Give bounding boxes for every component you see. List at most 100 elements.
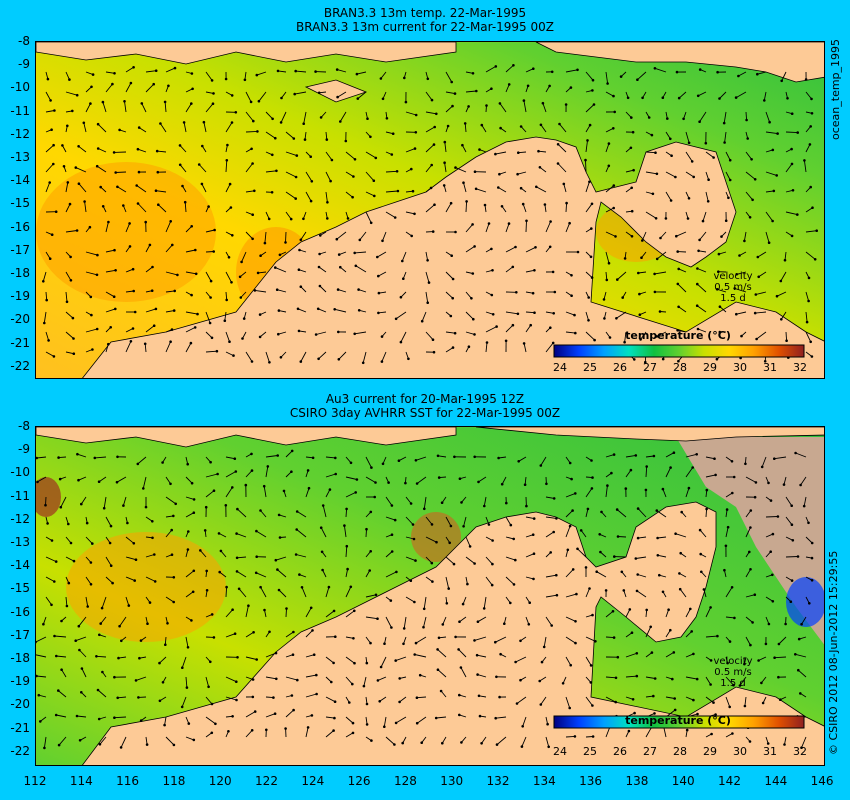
current-arrow-head (672, 451, 676, 454)
current-arrow (285, 131, 295, 139)
current-arrow-head (430, 163, 434, 167)
current-arrow-head (212, 250, 215, 253)
current-arrow (181, 696, 187, 708)
current-arrow (785, 131, 798, 134)
current-arrow-head (263, 241, 267, 245)
current-arrow-head (349, 461, 353, 465)
colorbar-title: temperature (°C) (625, 714, 731, 727)
current-arrow-head (630, 116, 633, 119)
current-arrow-head (259, 509, 262, 512)
current-arrow-head (473, 455, 477, 459)
current-arrow-head (225, 159, 229, 162)
current-arrow-head (796, 555, 800, 558)
current-arrow-head (258, 313, 262, 316)
current-arrow-head (252, 631, 255, 634)
current-arrow (338, 351, 347, 360)
current-arrow (254, 289, 267, 293)
current-arrow-head (369, 510, 373, 514)
current-arrow-head (199, 549, 202, 552)
current-arrow-head (185, 686, 189, 689)
current-arrow (745, 510, 752, 518)
colorbar (553, 344, 805, 358)
current-arrow-head (666, 117, 669, 120)
current-arrow (65, 271, 72, 281)
current-arrow (305, 674, 317, 678)
current-arrow-head (697, 249, 700, 253)
current-arrow (705, 191, 709, 202)
current-arrow-head (225, 585, 228, 589)
current-arrow-head (497, 456, 500, 460)
current-arrow (800, 476, 807, 486)
current-arrow (325, 473, 336, 478)
current-arrow-head (172, 576, 176, 579)
current-arrow-head (52, 355, 56, 358)
current-arrow (300, 351, 307, 362)
current-arrow-head (259, 585, 262, 589)
current-arrow-head (67, 581, 71, 585)
current-arrow (405, 148, 416, 153)
current-arrow-head (390, 504, 394, 507)
current-arrow-head (699, 552, 702, 556)
current-arrow-head (113, 72, 116, 75)
current-arrow-head (377, 291, 381, 295)
current-arrow-head (272, 696, 275, 699)
current-arrow (645, 211, 657, 219)
current-arrow-head (550, 624, 553, 627)
current-arrow-head (649, 625, 652, 629)
current-arrow (803, 160, 807, 173)
current-arrow (739, 676, 747, 686)
current-arrow (185, 512, 195, 518)
current-arrow-head (755, 337, 758, 341)
current-arrow (78, 145, 87, 153)
current-arrow-head (48, 257, 52, 260)
current-arrow-head (309, 199, 313, 203)
current-arrow (185, 103, 192, 113)
current-arrow (705, 151, 714, 158)
current-arrow (343, 525, 347, 538)
current-arrow-head (186, 462, 189, 466)
current-arrow-head (292, 137, 296, 140)
current-arrow (465, 246, 475, 253)
current-arrow (795, 653, 807, 658)
current-arrow-head (443, 161, 446, 164)
x-tick: 128 (393, 774, 417, 788)
current-arrow (385, 571, 397, 578)
current-arrow-head (148, 601, 152, 604)
current-arrow-head (346, 217, 350, 220)
current-arrow (185, 311, 198, 315)
current-arrow-head (53, 634, 56, 638)
current-arrow-head (330, 680, 333, 684)
current-arrow-head (210, 79, 214, 82)
current-arrow (705, 508, 708, 518)
current-arrow-head (235, 556, 239, 560)
current-arrow (745, 527, 751, 538)
current-arrow-head (674, 175, 677, 179)
current-arrow-head (310, 180, 314, 183)
current-arrow-head (653, 677, 657, 680)
current-arrow-head (187, 530, 190, 533)
current-arrow-head (393, 518, 397, 522)
current-arrow-head (114, 307, 117, 311)
current-arrow-head (119, 746, 123, 749)
current-arrow-head (733, 287, 736, 290)
current-arrow (100, 616, 107, 624)
current-arrow-head (696, 282, 699, 286)
current-arrow (365, 476, 376, 483)
current-arrow-head (743, 704, 747, 708)
current-arrow-head (692, 698, 695, 702)
current-arrow (696, 283, 707, 293)
current-arrow-head (69, 279, 73, 282)
current-arrow-head (661, 357, 665, 361)
current-arrow (260, 586, 267, 598)
current-arrow (205, 229, 215, 233)
current-arrow-head (282, 489, 286, 493)
current-arrow-head (722, 121, 726, 125)
current-arrow-head (257, 99, 261, 103)
current-arrow-head (354, 491, 358, 494)
current-arrow-head (783, 743, 786, 746)
top-map-svg (36, 42, 824, 378)
current-arrow-head (373, 495, 377, 499)
current-arrow-head (590, 227, 593, 230)
current-arrow-head (137, 126, 141, 129)
current-arrow-head (738, 684, 742, 687)
